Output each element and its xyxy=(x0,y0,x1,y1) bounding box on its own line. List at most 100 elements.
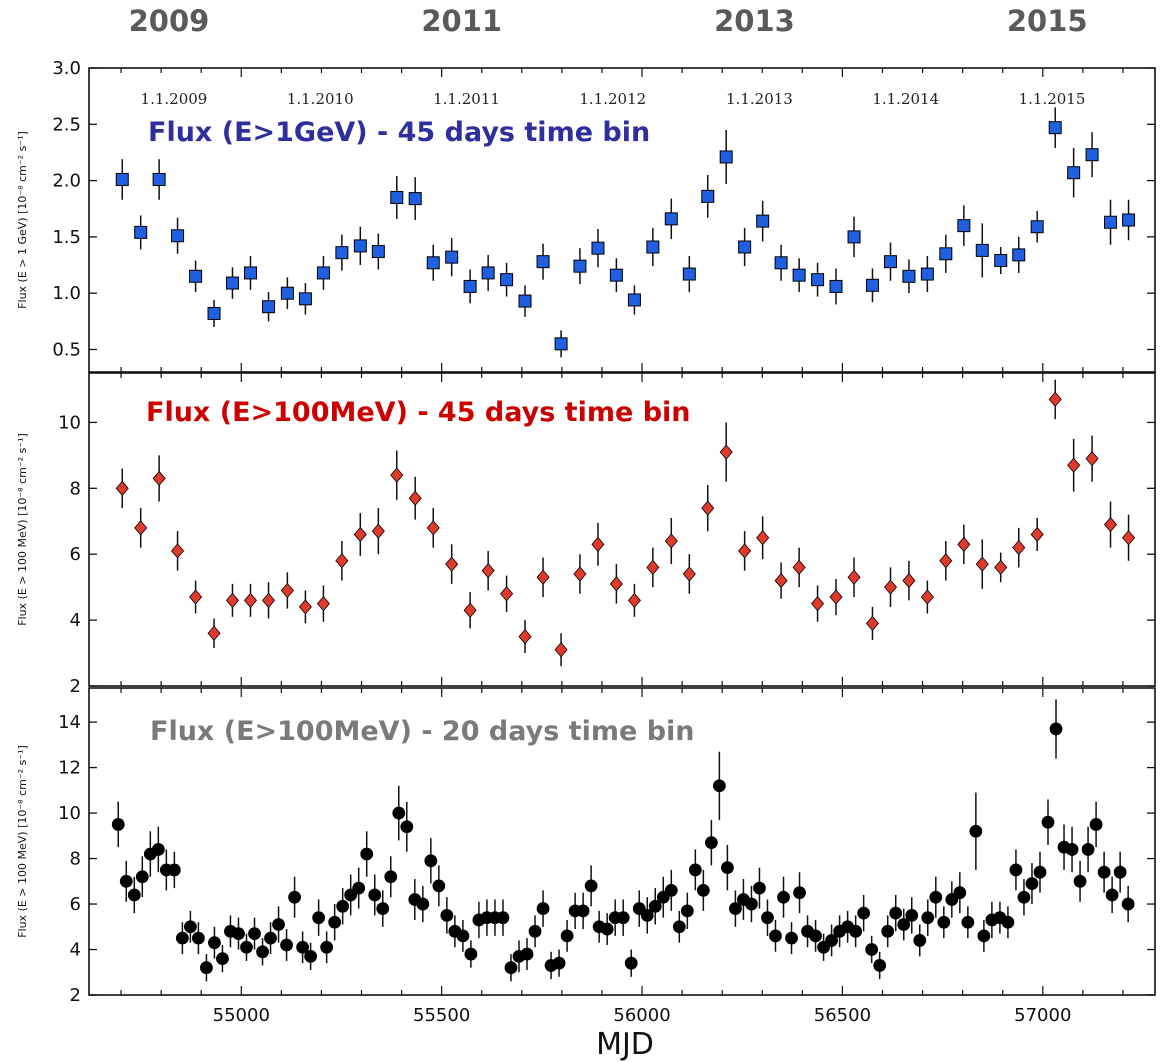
panels: 0.5 1.0 1.5 2.0 2.5 3.0 Flux (E > 1 GeV) [10⁻⁸… xyxy=(16,58,1156,1026)
data-point xyxy=(536,569,550,585)
data-point xyxy=(554,642,568,658)
data-point xyxy=(280,938,293,952)
y-tick-label: 1.0 xyxy=(52,283,81,304)
y-tick-label: 8 xyxy=(70,478,81,499)
data-point xyxy=(1041,815,1055,829)
data-point xyxy=(719,150,733,164)
data-point xyxy=(134,225,148,239)
data-point xyxy=(953,886,967,900)
data-point xyxy=(873,959,887,972)
data-point xyxy=(774,256,788,270)
data-point xyxy=(481,563,495,579)
data-point xyxy=(1121,897,1135,911)
panel-title: Flux (E>1GeV) - 45 days time bin xyxy=(148,117,650,148)
data-point xyxy=(1009,863,1023,877)
data-point xyxy=(151,843,165,856)
data-point xyxy=(939,247,953,261)
data-point xyxy=(672,920,686,934)
y-axis-label: Flux (E > 100 MeV) [10⁻⁸ cm⁻² s⁻¹] xyxy=(16,433,29,626)
data-point xyxy=(298,599,312,615)
data-point xyxy=(573,566,587,582)
data-points xyxy=(115,107,1136,358)
data-point xyxy=(811,273,825,287)
data-point xyxy=(456,929,470,943)
data-point xyxy=(189,269,203,283)
data-point xyxy=(994,559,1008,576)
data-point xyxy=(353,526,367,543)
data-point xyxy=(183,920,197,934)
data-point xyxy=(847,230,861,244)
data-point xyxy=(360,847,374,861)
data-point xyxy=(1089,818,1103,831)
data-point xyxy=(1085,148,1099,162)
data-point xyxy=(408,192,422,206)
date-label: 1.1.2013 xyxy=(726,90,793,108)
data-point xyxy=(1097,865,1111,879)
data-point xyxy=(664,212,678,226)
data-point xyxy=(591,536,605,552)
x-tick-label: 57000 xyxy=(1014,1005,1071,1026)
data-point xyxy=(627,293,641,307)
data-point xyxy=(994,254,1008,268)
data-point xyxy=(865,943,879,956)
data-point xyxy=(1025,877,1039,890)
data-point xyxy=(554,337,568,351)
data-point xyxy=(335,553,349,569)
date-label: 1.1.2014 xyxy=(872,90,939,108)
data-point xyxy=(207,625,221,641)
data-point xyxy=(376,902,390,915)
data-point xyxy=(225,276,239,290)
x-tick-label: 55500 xyxy=(413,1005,470,1026)
y-tick-label: 10 xyxy=(58,803,81,824)
data-point xyxy=(777,890,790,904)
data-point xyxy=(134,520,148,536)
data-point xyxy=(384,870,398,884)
data-point xyxy=(560,929,574,943)
date-label: 1.1.2015 xyxy=(1019,90,1086,108)
data-point xyxy=(288,890,301,904)
data-point xyxy=(390,467,404,483)
y-axis-label: Flux (E > 100 MeV) [10⁻⁸ cm⁻² s⁻¹] xyxy=(16,745,29,938)
data-point xyxy=(392,806,406,820)
data-point xyxy=(189,589,203,605)
data-point xyxy=(500,586,514,602)
data-point xyxy=(232,927,245,940)
data-point xyxy=(811,596,825,612)
y-tick-label: 6 xyxy=(70,894,81,915)
data-point xyxy=(738,240,752,254)
panel-title: Flux (E>100MeV) - 45 days time bin xyxy=(146,397,691,428)
data-point xyxy=(500,273,514,287)
data-point xyxy=(371,245,385,259)
data-point xyxy=(920,267,934,281)
data-point xyxy=(262,300,276,314)
data-point xyxy=(225,592,239,608)
data-point xyxy=(552,956,566,970)
data-point xyxy=(316,266,330,280)
data-point xyxy=(847,569,861,585)
data-point xyxy=(913,934,927,947)
panel-frame xyxy=(88,67,1156,373)
data-point xyxy=(371,523,385,539)
data-point xyxy=(680,904,694,918)
data-point xyxy=(648,899,662,913)
data-point xyxy=(609,576,623,592)
data-point xyxy=(1104,215,1118,229)
data-point xyxy=(1065,843,1079,856)
data-point xyxy=(712,779,726,793)
data-point xyxy=(171,229,185,243)
data-point xyxy=(115,480,129,496)
x-tick-label: 55000 xyxy=(213,1005,270,1026)
data-point xyxy=(520,947,534,961)
data-point xyxy=(640,909,654,922)
y-tick-label: 8 xyxy=(70,849,81,870)
data-point xyxy=(400,820,414,834)
data-point xyxy=(761,911,774,925)
year-label: 2011 xyxy=(421,4,502,38)
data-point xyxy=(1122,213,1136,227)
data-point xyxy=(1017,890,1031,904)
data-point xyxy=(975,556,989,572)
data-point xyxy=(152,470,166,487)
data-point xyxy=(1049,722,1063,736)
data-point xyxy=(175,931,189,945)
data-point xyxy=(704,836,718,850)
